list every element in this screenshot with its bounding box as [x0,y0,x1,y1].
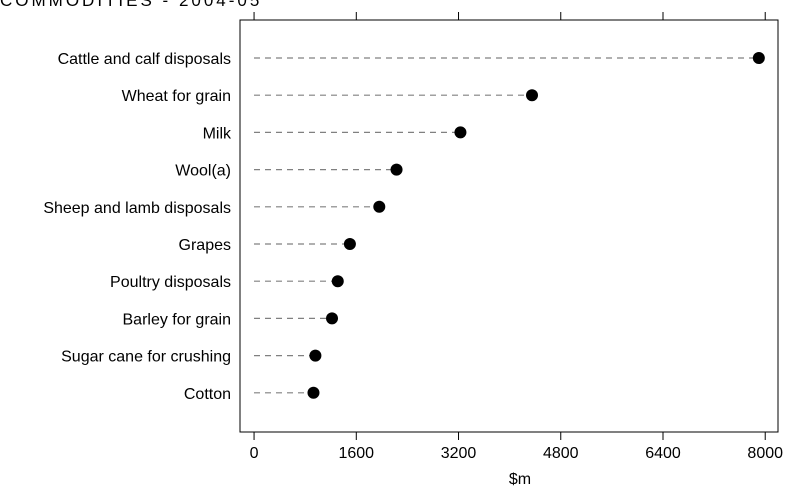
x-tick-label: 3200 [441,445,477,462]
data-point [373,200,386,213]
top-axis-ticks [253,12,766,20]
category-label: Sheep and lamb disposals [43,200,231,217]
category-labels: Cattle and calf disposals Wheat for grain… [43,51,232,403]
x-tick-label: 6400 [645,445,681,462]
x-tick-label: 0 [250,445,259,462]
category-label: Cotton [184,386,231,403]
bottom-axis-ticks [253,432,766,440]
category-label: Sugar cane for crushing [61,349,231,366]
data-point [390,163,403,176]
category-label: Barley for grain [123,311,232,328]
data-point [309,349,322,362]
data-point [343,238,356,250]
category-label: Milk [203,125,232,142]
data-point [526,89,539,102]
data-point [454,126,467,139]
x-axis-label: $m [509,471,531,487]
data-point [326,312,339,325]
category-label: Wheat for grain [122,88,231,105]
data-point [331,275,344,288]
category-label: Cattle and calf disposals [58,51,231,68]
data-point [752,52,765,64]
x-tick-label: 4800 [543,445,579,462]
plot-frame [239,19,779,433]
x-tick-label: 8000 [747,445,783,462]
data-points [307,52,765,399]
category-label: Wool(a) [175,163,231,180]
x-tick-label: 1600 [338,445,374,462]
data-point [307,386,320,399]
category-label: Poultry disposals [110,274,231,291]
leader-lines [254,57,759,394]
x-axis-tick-labels: 0 1600 3200 4800 6400 8000 [250,445,784,462]
category-label: Grapes [179,237,231,254]
chart-title: COMMODITIES - 2004-05 [0,0,262,10]
